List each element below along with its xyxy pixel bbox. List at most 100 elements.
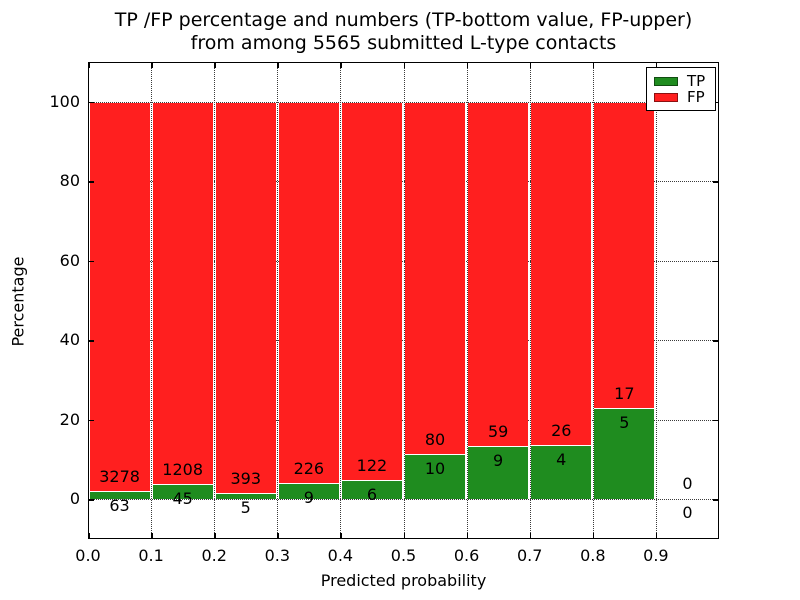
x-tick-mark bbox=[592, 533, 595, 539]
chart-title-line-2: from among 5565 submitted L-type contact… bbox=[190, 32, 617, 54]
gridline-vertical bbox=[340, 62, 342, 539]
gridline-horizontal bbox=[88, 260, 719, 262]
legend: TP FP bbox=[646, 67, 716, 111]
y-tick-mark bbox=[88, 499, 94, 501]
bar-tp bbox=[215, 494, 276, 500]
y-tick-mark-right bbox=[713, 419, 719, 422]
y-tick-label: 100 bbox=[49, 91, 80, 111]
y-tick-mark bbox=[88, 419, 94, 422]
bar-fp bbox=[531, 102, 592, 446]
plot-area: 3278 63 1208 45 393 5 226 9 122 6 80 10 59 9 26 4 17 5 0 0 bbox=[88, 62, 719, 539]
fp-count-label: 226 bbox=[293, 459, 325, 479]
gridline-vertical bbox=[277, 62, 279, 539]
x-tick-label: 0.6 bbox=[453, 546, 480, 565]
y-tick-mark-right bbox=[713, 101, 719, 104]
x-tick-mark bbox=[151, 533, 153, 539]
bar-fp bbox=[278, 102, 339, 484]
bar-fp bbox=[152, 102, 213, 484]
gridline-vertical bbox=[214, 62, 216, 539]
tp-count-label: 4 bbox=[556, 450, 567, 470]
x-tick-label: 0.3 bbox=[264, 546, 291, 565]
legend-entry-fp: FP bbox=[654, 89, 708, 105]
x-tick-label: 0.1 bbox=[138, 546, 164, 565]
gridline-horizontal bbox=[88, 340, 719, 342]
x-tick-mark-top bbox=[88, 62, 90, 68]
y-tick-label: 60 bbox=[59, 250, 80, 270]
gridline-vertical bbox=[529, 62, 531, 539]
bar-fp bbox=[89, 102, 150, 491]
x-tick-mark-top bbox=[277, 62, 279, 68]
fp-count-label: 393 bbox=[230, 469, 262, 489]
bar-tp bbox=[468, 446, 529, 500]
y-tick-mark bbox=[88, 181, 94, 183]
x-tick-label: 0.9 bbox=[643, 546, 669, 565]
tp-count-label: 6 bbox=[366, 484, 378, 504]
tp-count-label: 9 bbox=[493, 450, 504, 470]
fp-count-label: 0 bbox=[682, 474, 693, 494]
tp-count-label: 9 bbox=[303, 488, 314, 508]
x-tick-label: 0.7 bbox=[516, 546, 543, 565]
x-axis-title: Predicted probability bbox=[320, 571, 487, 590]
tp-count-label: 63 bbox=[109, 495, 130, 515]
x-tick-mark-top bbox=[214, 62, 216, 68]
bar-fp bbox=[405, 102, 466, 455]
bar-fp bbox=[468, 102, 529, 446]
bar-fp bbox=[594, 102, 655, 408]
bar-tp bbox=[531, 446, 592, 500]
y-tick-mark bbox=[88, 340, 94, 342]
bar-tp bbox=[278, 484, 339, 500]
x-tick-label: 0.5 bbox=[390, 546, 417, 565]
x-tick-mark-top bbox=[529, 62, 532, 68]
tp-count-label: 5 bbox=[240, 498, 251, 518]
gridline-vertical bbox=[655, 62, 657, 539]
x-tick-label: 0.2 bbox=[201, 546, 227, 565]
y-tick-mark-right bbox=[713, 181, 719, 183]
x-tick-mark-top bbox=[403, 62, 405, 68]
chart-title-line-1: TP /FP percentage and numbers (TP-bottom… bbox=[114, 9, 693, 31]
y-tick-label: 20 bbox=[59, 409, 80, 429]
tp-legend-label: TP bbox=[687, 72, 706, 90]
y-tick-mark-right bbox=[713, 499, 719, 501]
fp-count-label: 59 bbox=[487, 421, 509, 441]
y-tick-label: 80 bbox=[59, 171, 80, 191]
y-tick-mark bbox=[88, 260, 94, 263]
y-tick-mark-right bbox=[713, 340, 719, 342]
fp-count-label: 122 bbox=[356, 455, 388, 475]
gridline-vertical bbox=[403, 62, 405, 539]
legend-entry-tp: TP bbox=[654, 73, 708, 89]
fp-legend-label: FP bbox=[687, 88, 705, 106]
chart-title: TP /FP percentage and numbers (TP-bottom… bbox=[88, 9, 719, 55]
fp-count-label: 3278 bbox=[99, 466, 140, 486]
y-axis-title: Percentage bbox=[8, 256, 28, 347]
gridline-horizontal bbox=[88, 499, 719, 501]
gridline-vertical bbox=[466, 62, 468, 539]
bar-tp bbox=[89, 491, 150, 500]
x-tick-label: 0.4 bbox=[327, 546, 354, 565]
x-tick-mark-top bbox=[466, 62, 469, 68]
y-tick-label: 40 bbox=[59, 330, 80, 350]
tp-count-label: 5 bbox=[619, 412, 630, 432]
y-tick-mark bbox=[88, 101, 94, 104]
fp-count-label: 26 bbox=[551, 421, 572, 441]
y-tick-mark-right bbox=[713, 260, 719, 263]
tp-count-label: 10 bbox=[424, 459, 446, 479]
bar-tp bbox=[405, 455, 466, 500]
gridline-horizontal bbox=[88, 101, 719, 103]
gridline-horizontal bbox=[88, 181, 719, 183]
gridline-horizontal bbox=[88, 419, 719, 421]
fp-count-label: 80 bbox=[424, 430, 446, 450]
x-tick-mark bbox=[403, 533, 405, 539]
gridline-vertical bbox=[592, 62, 594, 539]
tp-legend-swatch bbox=[654, 76, 678, 86]
fp-legend-swatch bbox=[654, 92, 678, 102]
bar-fp bbox=[215, 102, 276, 494]
tp-count-label: 45 bbox=[172, 488, 193, 508]
x-tick-mark-top bbox=[340, 62, 342, 68]
x-tick-mark bbox=[340, 533, 342, 539]
fp-count-label: 1208 bbox=[162, 459, 203, 479]
bar-tp bbox=[594, 408, 655, 500]
bar-tp bbox=[341, 480, 402, 500]
bar-fp bbox=[341, 102, 402, 480]
x-tick-mark bbox=[277, 533, 279, 539]
